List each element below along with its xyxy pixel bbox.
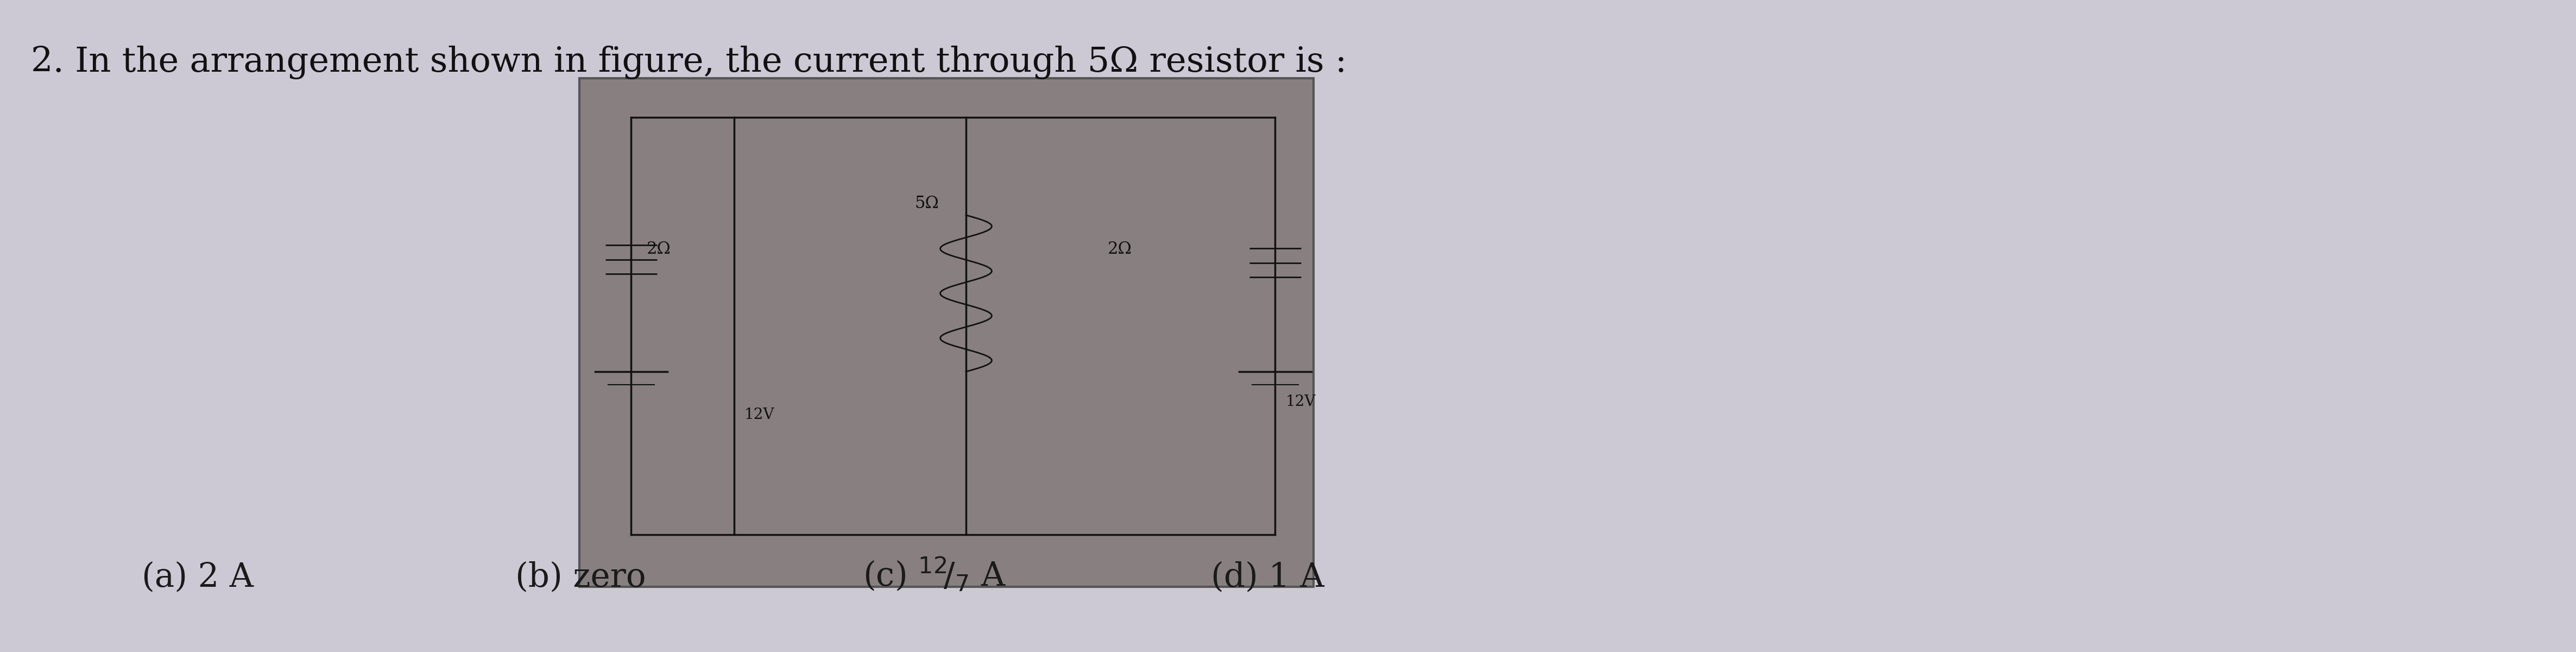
Text: (d) 1 A: (d) 1 A [1211,561,1324,593]
Text: (c) $^{12}\!/_{7}$ A: (c) $^{12}\!/_{7}$ A [863,556,1007,593]
Text: (a) 2 A: (a) 2 A [142,561,252,593]
Text: 2Ω: 2Ω [647,241,670,258]
FancyBboxPatch shape [580,78,1314,587]
Text: 5Ω: 5Ω [914,195,938,212]
Text: 2. In the arrangement shown in figure, the current through 5Ω resistor is :: 2. In the arrangement shown in figure, t… [31,46,1347,80]
Text: (b) zero: (b) zero [515,561,647,593]
Text: 12V: 12V [744,408,775,422]
Text: 2Ω: 2Ω [1108,241,1131,258]
Text: 12V: 12V [1285,394,1316,409]
